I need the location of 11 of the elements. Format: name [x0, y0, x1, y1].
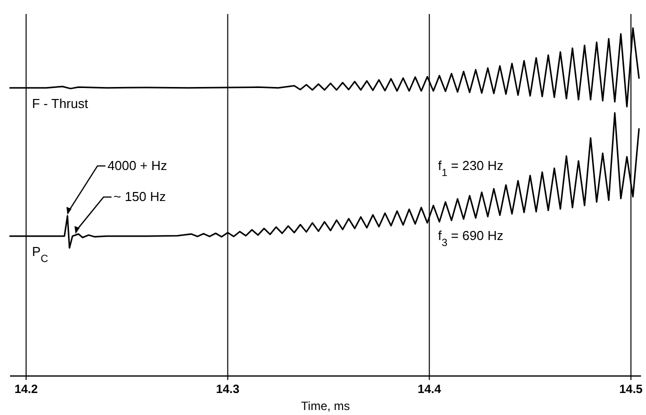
series-label: P$_{C}$ [32, 244, 49, 265]
annotation: f$_{1}$ = 230 Hz [438, 158, 504, 178]
x-tick-label: 14.4 [418, 382, 442, 396]
annotation: f$_{3}$ = 690 Hz [438, 228, 504, 248]
annotation: 4000 + Hz [107, 158, 168, 173]
series-label: F - Thrust [32, 96, 88, 111]
x-tick-label: 14.5 [619, 382, 643, 396]
annotation: ~ 150 Hz [114, 189, 166, 204]
x-tick-label: 14.3 [216, 382, 240, 396]
x-tick-label: 14.2 [14, 382, 38, 396]
x-axis-title: Time, ms [301, 399, 350, 413]
